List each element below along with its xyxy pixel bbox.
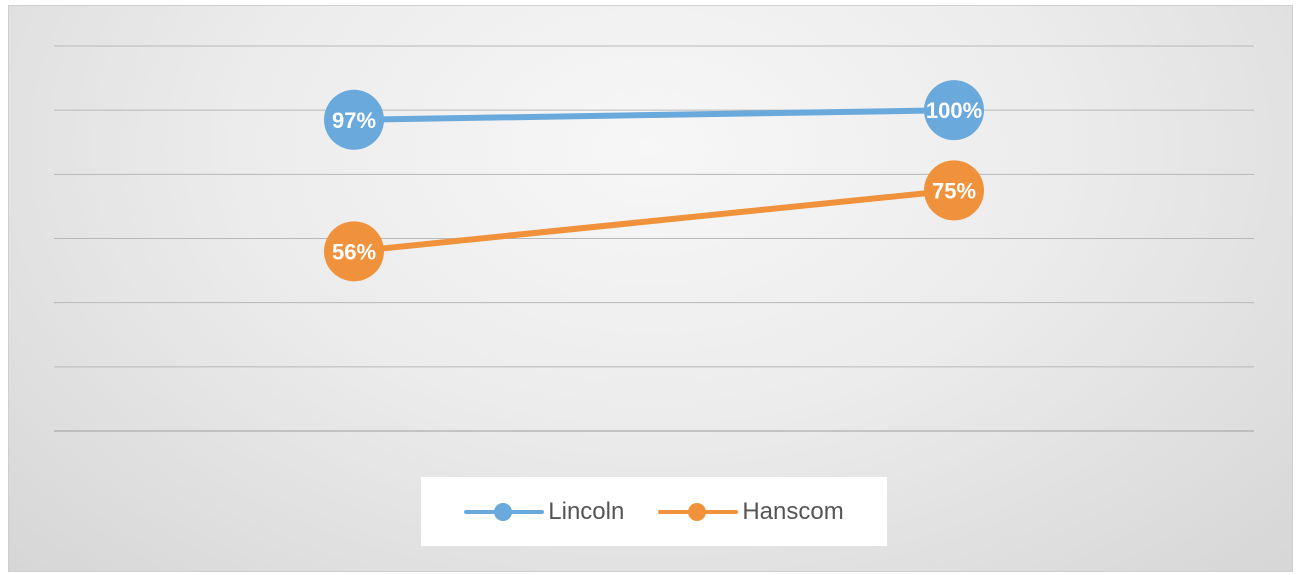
chart-area: 97% 100% 56% 75% Lincoln Hanscom	[8, 5, 1293, 572]
data-label-lincoln: 97%	[332, 108, 376, 133]
data-point-lincoln	[324, 89, 384, 150]
series-lincoln: 97% 100%	[324, 80, 984, 150]
data-label-lincoln: 100%	[926, 98, 982, 123]
line-chart: 97% 100% 56% 75%	[54, 45, 1254, 432]
legend: Lincoln Hanscom	[421, 477, 887, 546]
series-layer: 97% 100% 56% 75%	[324, 80, 984, 282]
legend-swatch-lincoln	[464, 502, 545, 522]
gridlines	[54, 45, 1254, 432]
series-line-hanscom	[351, 187, 957, 255]
legend-swatch-hanscom	[658, 502, 739, 522]
data-label-hanscom: 75%	[932, 178, 976, 203]
series-line-lincoln	[351, 107, 957, 123]
legend-label-lincoln: Lincoln	[548, 497, 625, 525]
data-point-hanscom	[324, 221, 384, 282]
legend-item-hanscom: Hanscom	[658, 497, 844, 526]
legend-label-hanscom: Hanscom	[742, 497, 844, 525]
data-label-hanscom: 56%	[332, 239, 376, 264]
data-point-hanscom	[924, 160, 984, 221]
legend-item-lincoln: Lincoln	[464, 498, 624, 526]
series-hanscom: 56% 75%	[324, 160, 984, 282]
data-point-lincoln	[924, 80, 984, 141]
